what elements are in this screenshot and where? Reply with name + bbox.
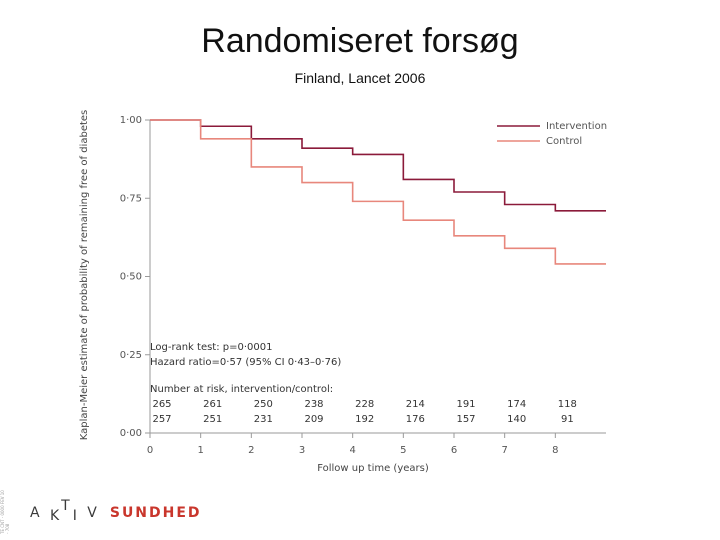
chart-series xyxy=(150,119,606,265)
x-tick-label: 4 xyxy=(349,445,355,456)
risk-control-value: 231 xyxy=(254,414,273,425)
risk-control-value: 209 xyxy=(304,414,323,425)
aktiv-sundhed-logo: A KTI V SUNDHED xyxy=(30,498,202,524)
hazard-annotation: Hazard ratio=0·57 (95% CI 0·43–0·76) xyxy=(150,357,341,368)
risk-header: Number at risk, intervention/control: xyxy=(150,384,333,395)
risk-intervention-value: 228 xyxy=(355,399,374,410)
risk-control-value: 176 xyxy=(406,414,425,425)
x-tick-label: 2 xyxy=(248,445,254,456)
x-axis-label: Follow up time (years) xyxy=(317,463,429,474)
y-tick-label: 1·00 xyxy=(120,115,142,126)
number-at-risk-table: 265 257 261 251 250 231 238 209 228 192 214 176 191 1… xyxy=(152,399,576,425)
legend-label-control: Control xyxy=(546,136,582,147)
chart-legend: Intervention Control xyxy=(497,121,607,147)
risk-intervention-value: 265 xyxy=(152,399,171,410)
y-axis-label: Kaplan-Meier estimate of probability of … xyxy=(79,110,90,440)
risk-intervention-value: 250 xyxy=(254,399,273,410)
risk-control-value: 257 xyxy=(152,414,171,425)
risk-intervention-value: 261 xyxy=(203,399,222,410)
y-tick-label: 0·50 xyxy=(120,272,142,283)
risk-intervention-value: 238 xyxy=(304,399,323,410)
series-line-intervention xyxy=(150,119,606,212)
risk-control-value: 157 xyxy=(456,414,475,425)
slide-title: Randomiseret forsøg xyxy=(201,22,519,60)
x-tick-label: 0 xyxy=(147,445,153,456)
y-tick-label: 0·75 xyxy=(120,193,142,204)
y-tick-label: 0·00 xyxy=(120,428,142,439)
risk-intervention-value: 118 xyxy=(558,399,577,410)
chart-annotations: Log-rank test: p=0·0001 Hazard ratio=0·5… xyxy=(150,342,341,395)
y-tick-label: 0·25 xyxy=(120,350,142,361)
x-tick-label: 8 xyxy=(552,445,558,456)
risk-intervention-value: 174 xyxy=(507,399,526,410)
risk-control-value: 251 xyxy=(203,414,222,425)
vertical-fine-print: TE CNT - 0000 FEV 10 - 708 xyxy=(0,490,10,534)
logrank-annotation: Log-rank test: p=0·0001 xyxy=(150,342,273,353)
x-tick-label: 7 xyxy=(501,445,507,456)
x-tick-label: 3 xyxy=(299,445,305,456)
risk-control-value: 91 xyxy=(561,414,574,425)
slide-subtitle: Finland, Lancet 2006 xyxy=(294,70,426,86)
x-tick-label: 5 xyxy=(400,445,406,456)
x-tick-label: 6 xyxy=(451,445,457,456)
legend-label-intervention: Intervention xyxy=(546,121,607,132)
logo-sundhed: SUNDHED xyxy=(109,505,202,521)
chart-axes: 0·00 0·25 0·50 0·75 1·00 0 1 2 3 4 5 6 7 8 xyxy=(120,115,606,456)
risk-control-value: 140 xyxy=(507,414,526,425)
risk-control-value: 192 xyxy=(355,414,374,425)
logo-aktiv: A KTI V xyxy=(30,498,100,524)
risk-intervention-value: 214 xyxy=(406,399,425,410)
x-tick-label: 1 xyxy=(197,445,203,456)
risk-intervention-value: 191 xyxy=(456,399,475,410)
series-line-control xyxy=(150,119,606,265)
